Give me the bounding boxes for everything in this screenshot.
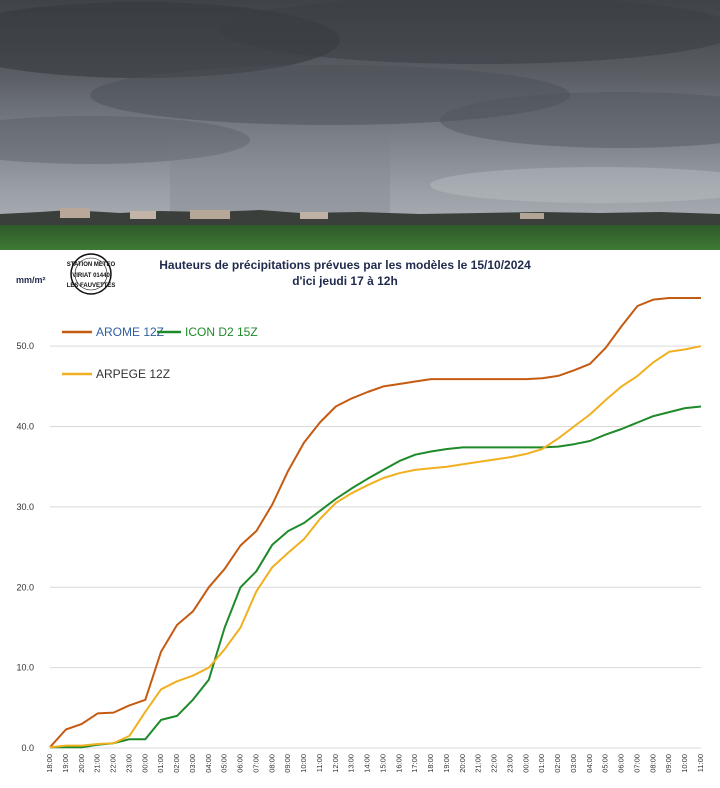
x-tick-label: 06:00 — [236, 754, 245, 773]
legend: AROME 12Z ICON D2 15Z ARPEGE 12Z — [62, 325, 258, 381]
x-tick-label: 08:00 — [267, 754, 276, 773]
x-tick-label: 12:00 — [331, 754, 340, 773]
x-tick-label: 23:00 — [505, 754, 514, 773]
x-tick-label: 03:00 — [569, 754, 578, 773]
x-tick-label: 01:00 — [537, 754, 546, 773]
series-line-icon — [50, 405, 702, 749]
x-tick-label: 02:00 — [553, 754, 562, 773]
x-tick-label: 20:00 — [458, 754, 467, 773]
y-axis-ticks: 0.0 10.0 20.0 30.0 40.0 50.0 — [16, 341, 34, 753]
x-tick-label: 02:00 — [172, 754, 181, 773]
y-tick-label: 40.0 — [16, 422, 34, 432]
x-tick-label: 09:00 — [664, 754, 673, 773]
x-tick-label: 19:00 — [442, 754, 451, 773]
station-stamp: STATION METEO VIRIAT 01440 LES FAUVETTES — [67, 253, 116, 295]
x-tick-label: 13:00 — [347, 754, 356, 773]
x-tick-label: 01:00 — [156, 754, 165, 773]
x-tick-label: 20:00 — [77, 754, 86, 773]
x-tick-label: 00:00 — [521, 754, 530, 773]
y-tick-label: 10.0 — [16, 663, 34, 673]
y-tick-label: 50.0 — [16, 341, 34, 351]
stamp-line-1: STATION METEO — [67, 262, 116, 268]
x-tick-label: 09:00 — [283, 754, 292, 773]
grid — [50, 345, 701, 749]
x-tick-label: 19:00 — [61, 754, 70, 773]
storm-photo — [0, 0, 720, 250]
x-tick-label: 11:00 — [696, 754, 705, 772]
series-lines — [49, 297, 702, 749]
x-tick-label: 11:00 — [315, 754, 324, 772]
series-line-arome — [49, 297, 701, 748]
x-tick-label: 06:00 — [617, 754, 626, 773]
x-axis-ticks: 18:00 19:00 20:00 21:00 22:00 23:00 00:00 01:00… — [45, 754, 705, 773]
x-tick-label: 10:00 — [299, 754, 308, 773]
x-tick-label: 15:00 — [378, 754, 387, 773]
stamp-line-2: VIRIAT 01440 — [72, 273, 110, 279]
legend-label-icon: ICON D2 15Z — [185, 325, 258, 339]
x-tick-label: 08:00 — [648, 754, 657, 773]
y-tick-label: 30.0 — [16, 502, 34, 512]
series-line-arpege — [49, 345, 702, 749]
precipitation-chart: Hauteurs de précipitations prévues par l… — [16, 253, 705, 773]
legend-label-arome: AROME 12Z — [96, 325, 164, 339]
legend-item-icon: ICON D2 15Z — [157, 325, 258, 339]
x-tick-label: 07:00 — [251, 754, 260, 773]
legend-item-arome: AROME 12Z — [62, 325, 164, 339]
legend-item-arpege: ARPEGE 12Z — [62, 367, 170, 381]
x-tick-label: 05:00 — [601, 754, 610, 773]
x-tick-label: 21:00 — [93, 754, 102, 773]
x-tick-label: 04:00 — [585, 754, 594, 773]
chart-subtitle: d'ici jeudi 17 à 12h — [292, 274, 398, 288]
x-tick-label: 14:00 — [363, 754, 372, 773]
x-tick-label: 22:00 — [109, 754, 118, 773]
x-tick-label: 00:00 — [140, 754, 149, 773]
y-tick-label: 20.0 — [16, 582, 34, 592]
x-tick-label: 03:00 — [188, 754, 197, 773]
x-tick-label: 16:00 — [394, 754, 403, 773]
x-tick-label: 22:00 — [490, 754, 499, 773]
x-tick-label: 10:00 — [680, 754, 689, 773]
x-tick-label: 21:00 — [474, 754, 483, 773]
x-tick-label: 05:00 — [220, 754, 229, 773]
x-tick-label: 18:00 — [426, 754, 435, 773]
legend-label-arpege: ARPEGE 12Z — [96, 367, 170, 381]
x-tick-label: 04:00 — [204, 754, 213, 773]
y-axis-unit: mm/m² — [16, 275, 46, 285]
x-tick-label: 23:00 — [124, 754, 133, 773]
chart-title: Hauteurs de précipitations prévues par l… — [159, 258, 531, 272]
x-tick-label: 07:00 — [632, 754, 641, 773]
stamp-line-3: LES FAUVETTES — [67, 283, 116, 289]
x-tick-label: 17:00 — [410, 754, 419, 773]
y-tick-label: 0.0 — [21, 743, 34, 753]
x-tick-label: 18:00 — [45, 754, 54, 773]
